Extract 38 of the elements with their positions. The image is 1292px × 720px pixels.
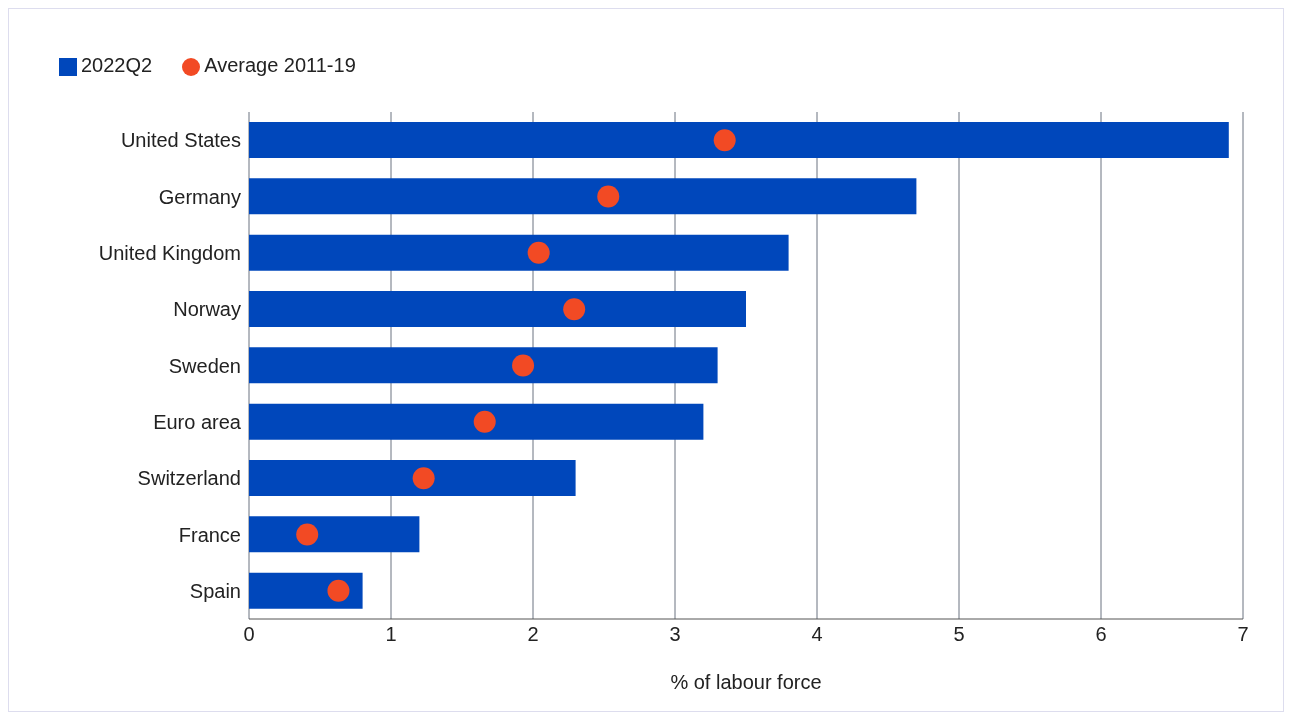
y-tick-label: France: [178, 523, 241, 546]
x-axis-title: % of labour force: [670, 671, 822, 693]
point: [527, 241, 550, 264]
y-tick-label: United States: [120, 129, 241, 152]
y-tick-label: United Kingdom: [98, 241, 241, 264]
y-tick-label: Norway: [173, 298, 241, 321]
legend-label: Average 2011-19: [204, 54, 356, 76]
point: [473, 410, 496, 433]
bar: [249, 234, 789, 271]
x-tick-label: 7: [1237, 623, 1249, 646]
bar: [249, 460, 576, 496]
x-tick-label: 0: [243, 623, 255, 646]
point: [296, 523, 319, 546]
point: [597, 185, 620, 208]
x-tick-label: 6: [1095, 623, 1107, 646]
point: [713, 129, 736, 152]
y-tick-label: Sweden: [168, 354, 241, 377]
bar: [249, 291, 746, 327]
point: [512, 354, 535, 377]
y-tick-label: Spain: [189, 579, 241, 602]
x-tick-label: 1: [385, 623, 397, 646]
point: [412, 467, 435, 490]
bar: [249, 122, 1229, 158]
bar: [249, 516, 420, 553]
legend-label: 2022Q2: [81, 54, 153, 76]
bar: [249, 178, 917, 215]
point: [327, 579, 350, 602]
x-tick-label: 5: [953, 623, 965, 646]
y-tick-label: Switzerland: [137, 467, 241, 490]
x-tick-label: 4: [811, 623, 823, 646]
y-tick-label: Germany: [158, 185, 241, 208]
bar: [249, 347, 718, 384]
bar: [249, 403, 704, 440]
x-tick-label: 3: [669, 623, 681, 646]
point: [563, 298, 586, 321]
bar: [249, 572, 363, 609]
x-tick-label: 2: [527, 623, 539, 646]
y-tick-label: Euro area: [153, 410, 242, 433]
